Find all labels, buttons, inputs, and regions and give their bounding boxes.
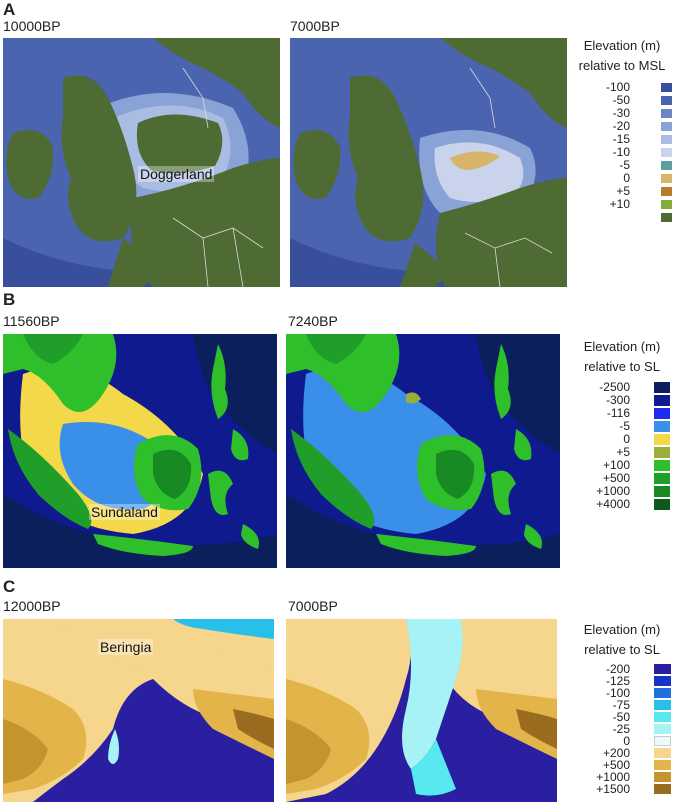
legend-label: +10 (609, 197, 630, 211)
legend-swatch (654, 664, 671, 674)
legend-swatch (654, 486, 670, 497)
legend-label: +1000 (596, 770, 630, 784)
panel-b-map-right (286, 334, 560, 568)
legend-label: -116 (606, 406, 630, 420)
legend-swatch (654, 712, 671, 722)
legend-swatch (654, 760, 671, 770)
legend-label: +5 (616, 445, 630, 459)
legend-label: -25 (612, 722, 630, 736)
legend-swatch (661, 148, 672, 157)
legend-label: +1000 (596, 484, 630, 498)
legend-label: -5 (619, 158, 630, 172)
legend-swatch (654, 382, 670, 393)
legend-label: +200 (602, 746, 630, 760)
legend-label: +500 (602, 758, 630, 772)
panel-letter-b: B (3, 290, 16, 309)
legend-label: +1500 (596, 782, 630, 796)
panel-c-left-time-label: 12000BP (3, 598, 61, 614)
legend-label: -30 (612, 106, 630, 120)
legend-label: +500 (602, 471, 630, 485)
panel-b-right-time-label: 7240BP (288, 313, 338, 329)
panel-c-legend-title: Elevation (m) relative to SL (583, 622, 661, 657)
legend-swatch (654, 473, 670, 484)
legend-label: -20 (612, 119, 630, 133)
panel-c-right-time-label: 7000BP (288, 598, 338, 614)
legend-label: 0 (623, 432, 630, 446)
legend-swatch (654, 700, 671, 710)
panel-c-map-left: Beringia (3, 619, 274, 802)
legend-swatch (661, 187, 672, 196)
panel-letter-a: A (3, 0, 16, 19)
legend-swatch (654, 748, 671, 758)
sundaland-label: Sundaland (89, 504, 160, 520)
legend-swatch (654, 395, 670, 406)
legend-swatch (654, 784, 671, 794)
panel-c-map-right (286, 619, 557, 802)
legend-swatch (654, 460, 670, 471)
legend-label: +100 (602, 458, 630, 472)
panel-a-left-time-label: 10000BP (3, 18, 61, 34)
legend-swatch (661, 83, 672, 92)
legend-swatch (661, 213, 672, 222)
legend-swatch (661, 200, 672, 209)
legend-swatch (661, 122, 672, 131)
legend-label: -2500 (599, 380, 630, 394)
legend-label: -100 (605, 686, 630, 700)
legend-label: -15 (612, 132, 630, 146)
legend-label: -100 (605, 80, 630, 94)
panel-a-map-left: Doggerland (3, 38, 280, 287)
legend-swatch (654, 434, 670, 445)
panel-a-right-time-label: 7000BP (290, 18, 340, 34)
legend-label: -50 (612, 710, 630, 724)
legend-label: -50 (612, 93, 630, 107)
panel-b-legend-title: Elevation (m) relative to SL (583, 339, 661, 374)
legend-swatch (654, 499, 670, 510)
legend-swatch (661, 161, 672, 170)
panel-a-legend: -100 -50 -30 -20 -15 -10 -5 0 +5 +10 (580, 80, 674, 222)
legend-swatch (654, 408, 670, 419)
panel-b-map-left: Sundaland (3, 334, 277, 568)
legend-swatch (661, 174, 672, 183)
legend-label: -5 (619, 419, 630, 433)
panel-c-legend: -200 -125 -100 -75 -50 -25 0 +200 +500 +… (580, 662, 674, 802)
legend-swatch (654, 772, 671, 782)
legend-swatch (654, 447, 670, 458)
panel-a-map-right (290, 38, 567, 287)
doggerland-label: Doggerland (138, 166, 215, 182)
legend-swatch (654, 421, 670, 432)
legend-label: -200 (605, 662, 630, 676)
legend-label: 0 (623, 171, 630, 185)
legend-label: 0 (623, 734, 630, 748)
legend-swatch (661, 96, 672, 105)
legend-swatch (654, 736, 671, 746)
panel-b-legend: -2500 -300 -116 -5 0 +5 +100 +500 +1000 … (580, 380, 674, 515)
legend-swatch (661, 135, 672, 144)
panel-letter-c: C (3, 577, 16, 596)
beringia-label: Beringia (98, 639, 154, 655)
legend-label: +5 (616, 184, 630, 198)
legend-label: -75 (612, 698, 630, 712)
legend-swatch (654, 676, 671, 686)
panel-b-left-time-label: 11560BP (3, 313, 60, 329)
legend-swatch (661, 109, 672, 118)
legend-label: -125 (605, 674, 630, 688)
legend-label: -300 (605, 393, 630, 407)
panel-a-legend-title: Elevation (m) relative to MSL (578, 38, 666, 73)
legend-swatch (654, 724, 671, 734)
legend-label: +4000 (596, 497, 630, 511)
legend-swatch (654, 688, 671, 698)
legend-label: -10 (612, 145, 630, 159)
